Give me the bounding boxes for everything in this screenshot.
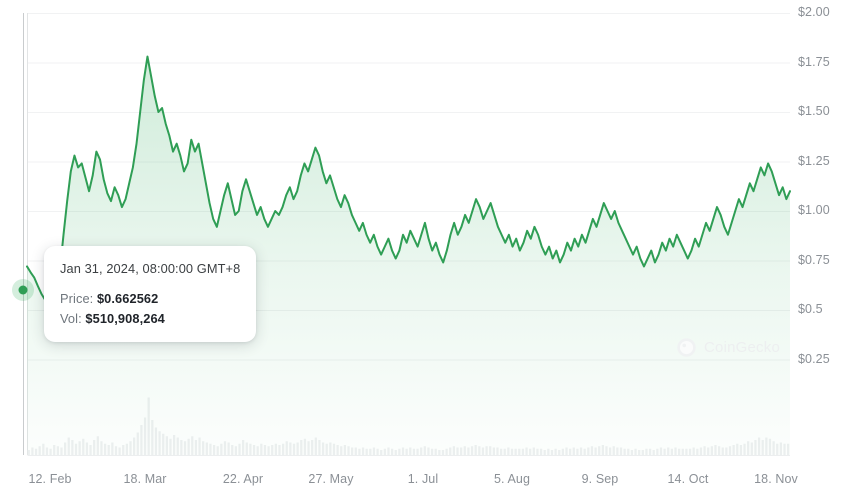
x-axis-tick-5: 5. Aug [493,472,531,486]
tooltip-volume-row: Vol: $510,908,264 [60,311,240,326]
tooltip-price-value: $0.662562 [96,291,159,306]
tooltip-price-row: Price: $0.662562 [60,291,240,306]
y-axis-tick-5: $0.75 [798,252,830,267]
chart-tooltip: Jan 31, 2024, 08:00:00 GMT+8 Price: $0.6… [44,246,256,342]
y-axis-tick-1: $1.75 [798,54,830,69]
x-axis-tick-2: 22. Apr [222,472,264,486]
price-line [26,55,791,311]
y-axis-tick-3: $1.25 [798,153,830,168]
y-axis-tick-2: $1.50 [798,104,830,118]
y-axis-tick-4: $1.00 [798,203,830,217]
x-axis-tick-3: 27. May [308,472,354,486]
y-axis-tick-7: $0.25 [798,351,830,366]
x-axis-tick-4: 1. Jul [407,472,439,486]
x-axis-tick-6: 9. Sep [581,472,619,486]
tooltip-volume-label: Vol: [60,311,82,326]
hover-point-dot[interactable] [18,285,28,295]
price-area-fill [27,56,790,456]
tooltip-date: Jan 31, 2024, 08:00:00 GMT+8 [60,261,241,276]
x-axis-tick-1: 18. Mar [123,472,167,486]
x-axis-tick-0: 12. Feb [28,472,72,486]
x-axis-tick-8: 18. Nov [754,472,798,486]
y-axis-tick-6: $0.5 [798,302,823,316]
tooltip-volume-value: $510,908,264 [85,311,165,326]
x-axis-tick-7: 14. Oct [667,472,709,486]
tooltip-price-label: Price: [60,291,94,306]
y-axis-tick-0: $2.00 [798,5,830,19]
